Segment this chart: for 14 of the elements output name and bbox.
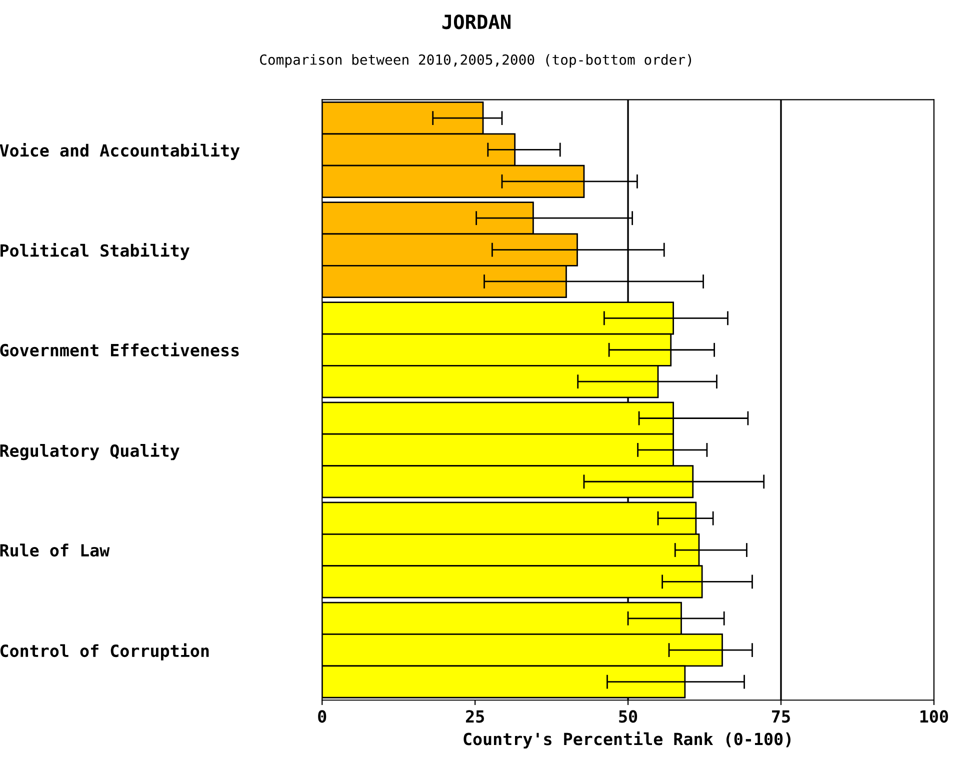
x-tick-label: 50 <box>619 710 638 723</box>
chart-title: JORDAN <box>442 14 510 30</box>
y-tick-label: Control of Corruption <box>0 643 209 660</box>
y-tick-label: Rule of Law <box>0 544 110 557</box>
y-tick-label: Government Effectiveness <box>0 342 239 356</box>
y-tick-label: Voice and Accountability <box>0 142 240 160</box>
x-tick-label: 25 <box>466 710 484 723</box>
chart-subtitle: Comparison between 2010,2005,2000 (top-bottom order) <box>260 54 692 68</box>
y-tick-label: Political Stability <box>0 243 190 260</box>
x-tick-label: 75 <box>772 710 790 723</box>
x-axis-title: Country's Percentile Rank (0-100) <box>464 732 790 749</box>
y-tick-label: Regulatory Quality <box>0 443 180 460</box>
x-tick-label: 0 <box>318 710 326 723</box>
x-tick-label: 100 <box>920 710 948 723</box>
